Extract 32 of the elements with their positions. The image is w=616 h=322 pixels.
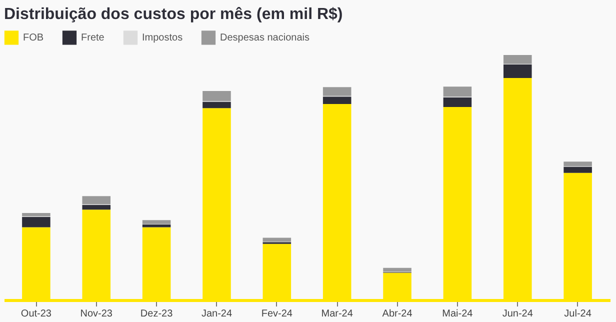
bar [202,91,231,102]
bar [142,220,171,224]
x-tick-label: Fev-24 [261,308,293,320]
bar [22,216,50,228]
bar [443,97,472,107]
x-tick-label: Jan-24 [201,308,232,320]
bar [142,224,171,228]
legend-label: Frete [81,32,105,44]
legend-label: Impostos [142,32,183,44]
bar [564,162,592,166]
legend-label: Despesas nacionais [220,32,310,44]
bar [322,96,352,104]
legend-label: FOB [23,32,44,44]
x-tick-label: Mai-24 [442,308,474,320]
bar [22,213,50,216]
bar [82,196,111,204]
chart-title: Distribuição dos custos por mês (em mil R$) [4,6,343,23]
x-tick-label: Out-23 [20,308,52,320]
bar [503,64,532,78]
x-tick-label: Nov-23 [80,308,113,320]
bar [564,166,592,173]
bar [322,87,352,96]
bar [82,204,111,210]
x-tick-label: Abr-24 [382,308,413,320]
x-tick-label: Jul-24 [564,308,592,320]
bar [202,102,231,108]
bar [383,268,412,272]
x-tick-label: Jun-24 [502,308,534,320]
bar [443,86,472,97]
x-tick-label: Dez-23 [140,308,174,320]
x-tick-label: Mar-24 [321,308,354,320]
bar [503,55,532,64]
